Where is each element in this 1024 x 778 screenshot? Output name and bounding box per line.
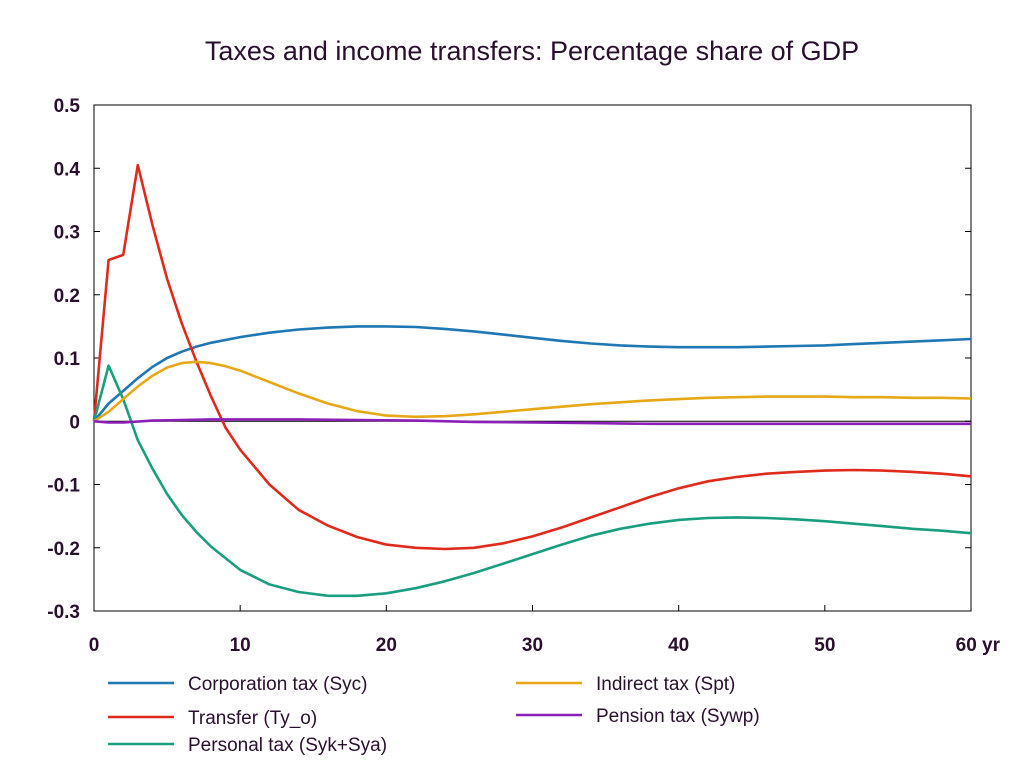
legend-label: Indirect tax (Spt) bbox=[596, 674, 735, 695]
series-line bbox=[92, 163, 972, 551]
legend-label: Transfer (Ty_o) bbox=[188, 708, 317, 729]
y-tick-label: 0.4 bbox=[54, 159, 81, 180]
y-tick-label: -0.3 bbox=[47, 602, 80, 623]
y-tick-label: 0.1 bbox=[54, 349, 81, 370]
legend-label: Pension tax (Sywp) bbox=[596, 706, 760, 727]
x-tick-label: 0 bbox=[89, 635, 100, 656]
series-line bbox=[93, 418, 971, 426]
x-tick-label: 40 bbox=[668, 635, 689, 656]
y-tick-label: -0.2 bbox=[47, 539, 80, 560]
x-tick-label: 30 bbox=[522, 635, 543, 656]
legend-label: Personal tax (Syk+Sya) bbox=[188, 735, 387, 756]
y-tick-label: -0.1 bbox=[47, 476, 80, 497]
legend-label: Corporation tax (Syc) bbox=[188, 674, 368, 695]
series-line bbox=[92, 325, 972, 423]
x-tick-label: 50 bbox=[814, 635, 835, 656]
y-tick-label: 0 bbox=[69, 412, 80, 433]
y-tick-label: 0.2 bbox=[54, 286, 80, 307]
series-line bbox=[93, 360, 972, 423]
chart-title: Taxes and income transfers: Percentage s… bbox=[205, 36, 859, 66]
series-line bbox=[92, 364, 972, 598]
x-tick-label: 60 yr bbox=[956, 635, 1001, 656]
x-tick-label: 20 bbox=[376, 635, 397, 656]
x-tick-label: 10 bbox=[230, 635, 251, 656]
y-tick-label: 0.5 bbox=[54, 96, 81, 117]
y-tick-label: 0.3 bbox=[54, 223, 80, 244]
